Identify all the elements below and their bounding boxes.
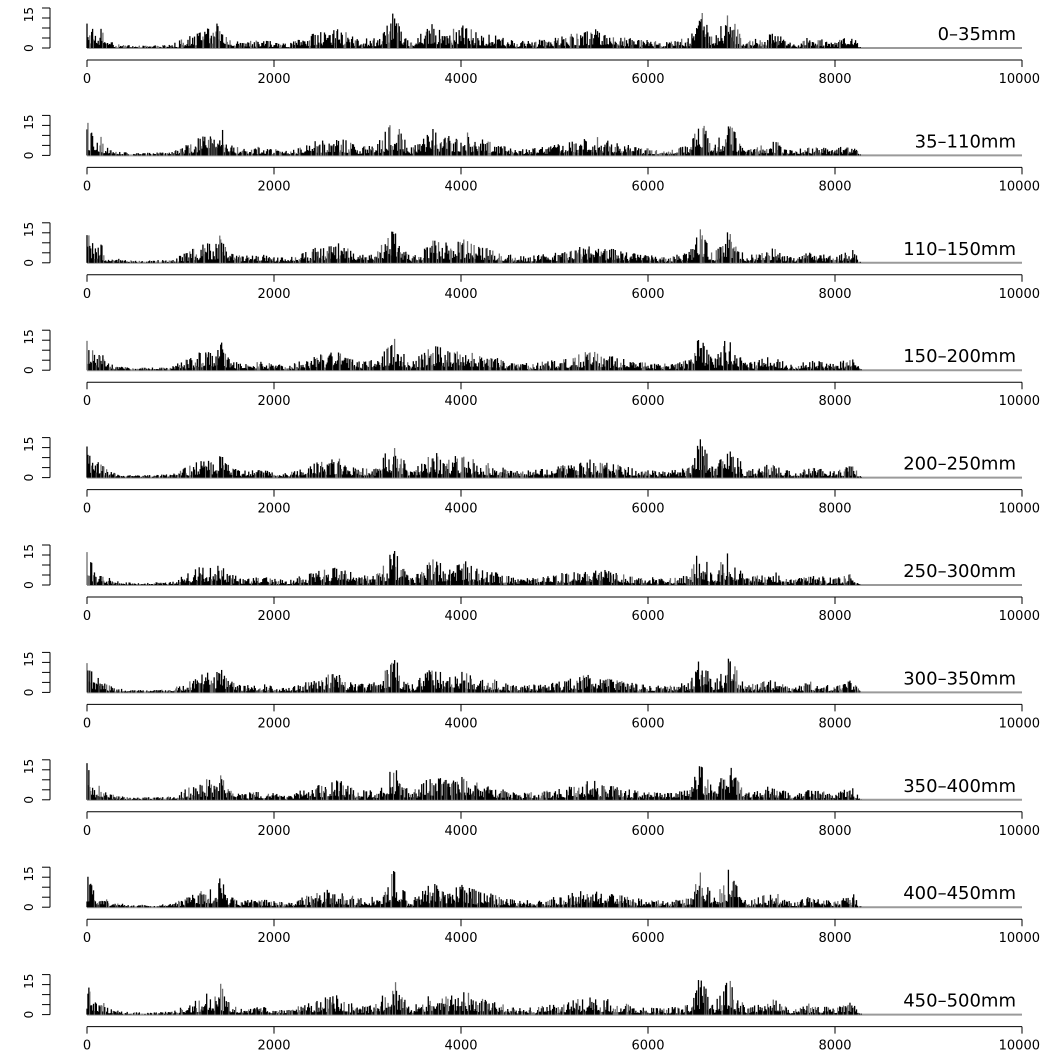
x-tick-label: 4000 [444,179,477,194]
y-tick-label: 0 [22,366,36,374]
y-tick-label: 15 [22,437,36,452]
x-tick-label: 10000 [999,394,1040,409]
x-tick-label: 2000 [257,179,290,194]
y-axis: 0 15 [22,114,51,160]
panel-3: 0 15 0 2000 4000 6000 8000 10000 110–150mm [22,222,1040,302]
y-tick-label: 0 [22,44,36,52]
x-tick-label: 6000 [631,72,664,87]
x-tick-label: 0 [83,179,91,194]
y-tick-label: 15 [22,114,36,129]
panel-label: 35–110mm [915,131,1016,152]
x-tick-label: 0 [83,72,91,87]
y-axis: 0 15 [22,7,51,52]
panel-1: 0 15 0 2000 4000 6000 8000 10000 0–35mm [22,7,1040,87]
x-axis: 0 2000 4000 6000 8000 10000 [83,166,1040,194]
x-tick-label: 2000 [257,394,290,409]
x-tick-label: 4000 [444,502,477,517]
x-tick-label: 0 [83,502,91,517]
bar-group [86,439,862,478]
panel-2: 0 15 0 2000 4000 6000 8000 10000 35–110mm [22,114,1040,194]
panel-label: 150–200mm [903,346,1016,367]
x-tick-label: 8000 [818,72,851,87]
panel-5: 0 15 0 2000 4000 6000 8000 10000 200–250mm [22,437,1040,517]
x-tick-label: 10000 [999,72,1040,87]
x-tick-label: 6000 [631,502,664,517]
bar-group [86,551,861,585]
x-tick-label: 2000 [257,287,290,302]
x-tick-label: 10000 [999,287,1040,302]
x-axis: 0 2000 4000 6000 8000 10000 [83,489,1040,517]
panel-4: 0 15 0 2000 4000 6000 8000 10000 150–200mm [22,329,1040,409]
x-tick-label: 4000 [444,287,477,302]
bar-group [86,229,861,263]
x-tick-label: 8000 [818,179,851,194]
x-tick-label: 6000 [631,179,664,194]
x-tick-label: 4000 [444,394,477,409]
y-tick-label: 0 [22,152,36,160]
x-axis: 0 2000 4000 6000 8000 10000 [83,274,1040,302]
panel-label: 110–150mm [903,239,1016,260]
bar-group [86,13,861,48]
y-tick-label: 0 [22,259,36,267]
x-tick-label: 10000 [999,179,1040,194]
panel-label: 200–250mm [903,454,1016,475]
bar-group [86,338,862,371]
y-axis: 0 15 [22,222,51,267]
x-tick-label: 8000 [818,502,851,517]
x-tick-label: 8000 [818,287,851,302]
y-tick-label: 0 [22,474,36,482]
panel-label: 0–35mm [938,24,1016,45]
x-tick-label: 8000 [818,394,851,409]
bar-group [86,122,861,156]
y-axis: 0 15 [22,437,51,482]
y-tick-label: 15 [22,222,36,237]
x-tick-label: 0 [83,394,91,409]
x-tick-label: 2000 [257,72,290,87]
y-tick-label: 15 [22,7,36,22]
x-axis: 0 2000 4000 6000 8000 10000 [83,381,1040,409]
x-tick-label: 4000 [444,72,477,87]
x-tick-label: 6000 [631,287,664,302]
x-tick-label: 0 [83,287,91,302]
x-tick-label: 10000 [999,502,1040,517]
y-tick-label: 15 [22,329,36,344]
x-axis: 0 2000 4000 6000 8000 10000 [83,59,1040,87]
y-axis: 0 15 [22,329,51,374]
x-tick-label: 6000 [631,394,664,409]
x-tick-label: 2000 [257,502,290,517]
